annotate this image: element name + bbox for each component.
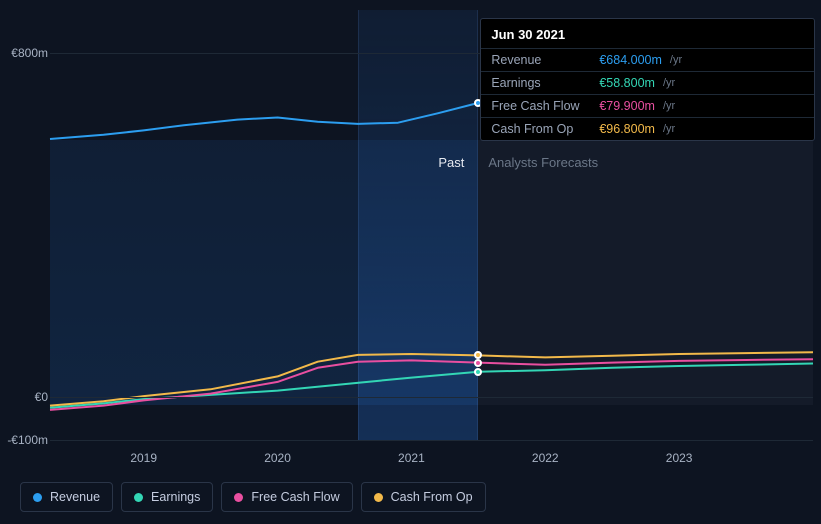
x-axis-label: 2021 — [398, 451, 425, 465]
x-axis-label: 2022 — [532, 451, 559, 465]
y-axis-label: -€100m — [3, 433, 48, 447]
x-axis-label: 2019 — [130, 451, 157, 465]
tooltip-row-label: Cash From Op — [491, 122, 591, 136]
legend-swatch — [134, 493, 143, 502]
tooltip-row-unit: /yr — [663, 77, 675, 89]
forecast-label: Analysts Forecasts — [488, 155, 598, 170]
legend-label: Revenue — [50, 490, 100, 504]
chart-tooltip: Jun 30 2021 Revenue €684.000m/yr Earnings €… — [480, 18, 815, 141]
series-earnings — [50, 364, 813, 408]
legend-item-revenue[interactable]: Revenue — [20, 482, 113, 512]
tooltip-row-value: €58.800m — [599, 76, 655, 90]
legend-label: Free Cash Flow — [251, 490, 339, 504]
legend-swatch — [33, 493, 42, 502]
tooltip-row-value: €684.000m — [599, 53, 662, 67]
tooltip-row: Revenue €684.000m/yr — [481, 48, 814, 71]
tooltip-row-label: Revenue — [491, 53, 591, 67]
y-axis-label: €0 — [3, 390, 48, 404]
marker-earnings — [474, 368, 482, 376]
marker-fcf — [474, 359, 482, 367]
legend-item-cash-from-op[interactable]: Cash From Op — [361, 482, 486, 512]
marker-cfo — [474, 351, 482, 359]
legend-label: Earnings — [151, 490, 200, 504]
tooltip-title: Jun 30 2021 — [481, 19, 814, 48]
past-label: Past — [438, 155, 464, 170]
tooltip-row: Cash From Op €96.800m/yr — [481, 117, 814, 140]
tooltip-row-unit: /yr — [663, 100, 675, 112]
legend-swatch — [374, 493, 383, 502]
gridline — [50, 440, 813, 441]
tooltip-row-label: Free Cash Flow — [491, 99, 591, 113]
legend-item-free-cash-flow[interactable]: Free Cash Flow — [221, 482, 352, 512]
tooltip-row: Earnings €58.800m/yr — [481, 71, 814, 94]
x-axis-label: 2020 — [264, 451, 291, 465]
tooltip-row-value: €96.800m — [599, 122, 655, 136]
tooltip-row: Free Cash Flow €79.900m/yr — [481, 94, 814, 117]
series-fcf — [50, 359, 813, 410]
tooltip-row-unit: /yr — [663, 123, 675, 135]
tooltip-row-value: €79.900m — [599, 99, 655, 113]
x-axis-label: 2023 — [666, 451, 693, 465]
financial-chart: Past Analysts Forecasts €800m€0-€100m201… — [20, 10, 813, 470]
gridline — [50, 397, 813, 398]
legend-swatch — [234, 493, 243, 502]
tooltip-row-unit: /yr — [670, 54, 682, 66]
y-axis-label: €800m — [3, 46, 48, 60]
tooltip-row-label: Earnings — [491, 76, 591, 90]
legend-label: Cash From Op — [391, 490, 473, 504]
legend-item-earnings[interactable]: Earnings — [121, 482, 213, 512]
chart-legend: Revenue Earnings Free Cash Flow Cash From O… — [20, 482, 486, 512]
